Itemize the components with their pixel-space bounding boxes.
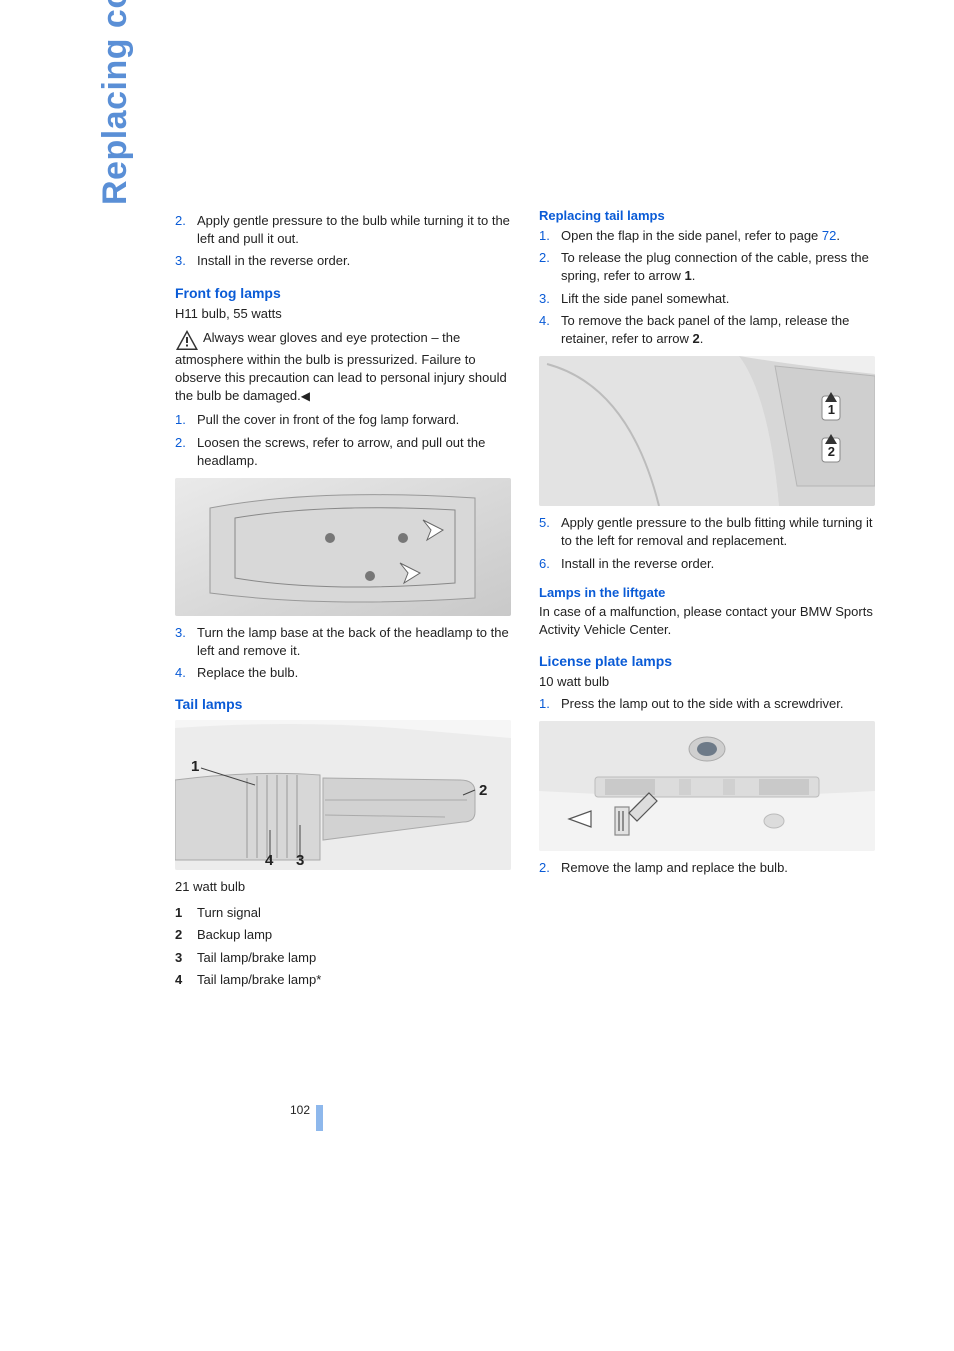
list-number: 4. — [539, 312, 561, 348]
warning-block: Always wear gloves and eye protection – … — [175, 329, 511, 406]
list-item: 1.Open the flap in the side panel, refer… — [539, 227, 875, 245]
list-number: 3. — [539, 290, 561, 308]
diagram-label-4: 4 — [265, 852, 273, 869]
list-item: 2.Remove the lamp and replace the bulb. — [539, 859, 875, 877]
legend-item: 1Turn signal — [175, 903, 511, 923]
list-item: 2.Loosen the screws, refer to arrow, and… — [175, 434, 511, 470]
legend-item: 4Tail lamp/brake lamp* — [175, 970, 511, 990]
list-item-text: Pull the cover in front of the fog lamp … — [197, 411, 511, 429]
list-item-text: Press the lamp out to the side with a sc… — [561, 695, 875, 713]
page-number: 102 — [290, 1103, 310, 1117]
list-item: 4.Replace the bulb. — [175, 664, 511, 682]
license-steps-a: 1.Press the lamp out to the side with a … — [539, 695, 875, 713]
list-item: 2.Apply gentle pressure to the bulb whil… — [175, 212, 511, 248]
list-number: 1. — [175, 411, 197, 429]
list-number: 4. — [175, 664, 197, 682]
license-spec: 10 watt bulb — [539, 673, 875, 691]
legend-number: 4 — [175, 970, 197, 990]
left-column: 2.Apply gentle pressure to the bulb whil… — [175, 208, 511, 996]
list-item: 1.Pull the cover in front of the fog lam… — [175, 411, 511, 429]
list-item-text: Replace the bulb. — [197, 664, 511, 682]
license-steps-b: 2.Remove the lamp and replace the bulb. — [539, 859, 875, 877]
list-item-text: Turn the lamp base at the back of the he… — [197, 624, 511, 660]
front-fog-steps-a: 1.Pull the cover in front of the fog lam… — [175, 411, 511, 470]
list-item: 1.Press the lamp out to the side with a … — [539, 695, 875, 713]
list-item-text: Open the flap in the side panel, refer t… — [561, 227, 875, 245]
replacing-tail-steps-b: 5.Apply gentle pressure to the bulb fitt… — [539, 514, 875, 573]
list-item-text: Loosen the screws, refer to arrow, and p… — [197, 434, 511, 470]
warning-end-icon: ◀ — [301, 389, 310, 403]
legend-text: Turn signal — [197, 903, 261, 923]
page-reference[interactable]: 72 — [822, 228, 836, 243]
list-item: 6.Install in the reverse order. — [539, 555, 875, 573]
page-footer: 102 — [290, 1103, 323, 1131]
legend-text: Backup lamp — [197, 925, 272, 945]
front-fog-steps-b: 3.Turn the lamp base at the back of the … — [175, 624, 511, 683]
legend-number: 3 — [175, 948, 197, 968]
list-item: 3.Lift the side panel somewhat. — [539, 290, 875, 308]
license-heading: License plate lamps — [539, 653, 875, 669]
tail-lamps-legend: 1Turn signal2Backup lamp3Tail lamp/brake… — [175, 903, 511, 990]
list-item: 5.Apply gentle pressure to the bulb fitt… — [539, 514, 875, 550]
list-number: 2. — [539, 859, 561, 877]
replacing-tail-heading: Replacing tail lamps — [539, 208, 875, 223]
list-item: 2.To release the plug connection of the … — [539, 249, 875, 285]
right-column: Replacing tail lamps 1.Open the flap in … — [539, 208, 875, 996]
legend-text: Tail lamp/brake lamp* — [197, 970, 321, 990]
list-item-text: Install in the reverse order. — [561, 555, 875, 573]
legend-number: 1 — [175, 903, 197, 923]
list-number: 1. — [539, 695, 561, 713]
list-number: 1. — [539, 227, 561, 245]
list-item-text: Remove the lamp and replace the bulb. — [561, 859, 875, 877]
list-item-text: Lift the side panel somewhat. — [561, 290, 875, 308]
continuation-list: 2.Apply gentle pressure to the bulb whil… — [175, 212, 511, 271]
diagram-label-3: 3 — [296, 852, 304, 869]
legend-number: 2 — [175, 925, 197, 945]
list-item: 4.To remove the back panel of the lamp, … — [539, 312, 875, 348]
list-number: 5. — [539, 514, 561, 550]
list-item: 3.Install in the reverse order. — [175, 252, 511, 270]
list-item-text: To release the plug connection of the ca… — [561, 249, 875, 285]
front-fog-image: MW02564CMA — [175, 478, 511, 616]
page-mark-icon — [316, 1105, 323, 1131]
legend-item: 2Backup lamp — [175, 925, 511, 945]
inline-bold: 2 — [693, 331, 700, 346]
list-number: 3. — [175, 252, 197, 270]
list-number: 2. — [175, 212, 197, 248]
legend-item: 3Tail lamp/brake lamp — [175, 948, 511, 968]
list-number: 3. — [175, 624, 197, 660]
diagram-label-2: 2 — [479, 782, 487, 799]
list-item: 3.Turn the lamp base at the back of the … — [175, 624, 511, 660]
license-image: MW80177CMB — [539, 721, 875, 851]
front-fog-heading: Front fog lamps — [175, 285, 511, 301]
list-number: 2. — [175, 434, 197, 470]
diagram-label-1: 1 — [191, 758, 199, 775]
legend-text: Tail lamp/brake lamp — [197, 948, 316, 968]
arrow-label-1: 1 — [828, 402, 835, 417]
list-item-text: Apply gentle pressure to the bulb fittin… — [561, 514, 875, 550]
list-item-text: To remove the back panel of the lamp, re… — [561, 312, 875, 348]
list-item-text: Install in the reverse order. — [197, 252, 511, 270]
arrow-label-2: 2 — [828, 444, 835, 459]
inline-bold: 1 — [685, 268, 692, 283]
replacing-tail-image: 1 2 MW02565CMB — [539, 356, 875, 506]
tail-lamps-heading: Tail lamps — [175, 696, 511, 712]
list-number: 2. — [539, 249, 561, 285]
liftgate-text: In case of a malfunction, please contact… — [539, 603, 875, 639]
side-tab-title: Replacing components — [96, 0, 135, 205]
warning-icon — [175, 329, 199, 351]
list-item-text: Apply gentle pressure to the bulb while … — [197, 212, 511, 248]
replacing-tail-steps-a: 1.Open the flap in the side panel, refer… — [539, 227, 875, 348]
tail-lamps-spec: 21 watt bulb — [175, 878, 511, 896]
content-columns: 2.Apply gentle pressure to the bulb whil… — [175, 208, 875, 996]
front-fog-spec: H11 bulb, 55 watts — [175, 305, 511, 323]
list-number: 6. — [539, 555, 561, 573]
tail-lamps-diagram: 1 2 3 4 MW02083CMA — [175, 720, 511, 870]
liftgate-heading: Lamps in the liftgate — [539, 585, 875, 600]
warning-text: Always wear gloves and eye protection – … — [175, 330, 507, 403]
